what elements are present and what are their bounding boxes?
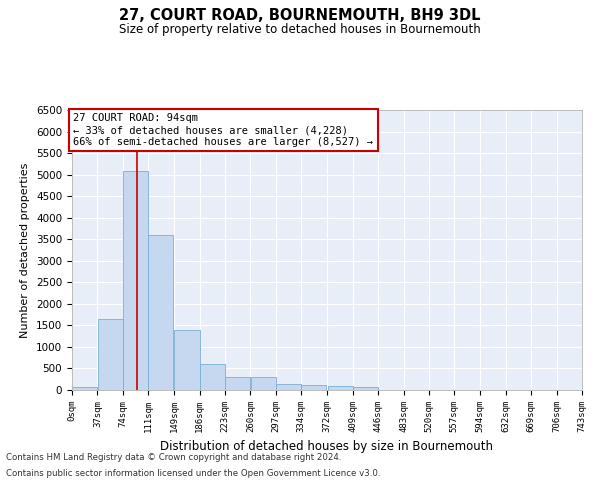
Text: Size of property relative to detached houses in Bournemouth: Size of property relative to detached ho… [119, 22, 481, 36]
Bar [72, 387, 97, 390]
Text: Contains HM Land Registry data © Crown copyright and database right 2024.: Contains HM Land Registry data © Crown c… [6, 454, 341, 462]
Bar [301, 386, 326, 390]
Bar [123, 171, 148, 390]
Bar [225, 377, 250, 390]
Bar [251, 377, 275, 390]
Bar [175, 330, 199, 390]
Bar [98, 319, 122, 390]
Bar [328, 386, 353, 390]
Bar [200, 364, 225, 390]
X-axis label: Distribution of detached houses by size in Bournemouth: Distribution of detached houses by size … [161, 440, 493, 454]
Text: 27 COURT ROAD: 94sqm
← 33% of detached houses are smaller (4,228)
66% of semi-de: 27 COURT ROAD: 94sqm ← 33% of detached h… [73, 114, 373, 146]
Text: 27, COURT ROAD, BOURNEMOUTH, BH9 3DL: 27, COURT ROAD, BOURNEMOUTH, BH9 3DL [119, 8, 481, 22]
Bar [148, 235, 173, 390]
Y-axis label: Number of detached properties: Number of detached properties [20, 162, 31, 338]
Bar [353, 388, 378, 390]
Text: Contains public sector information licensed under the Open Government Licence v3: Contains public sector information licen… [6, 468, 380, 477]
Bar [276, 384, 301, 390]
